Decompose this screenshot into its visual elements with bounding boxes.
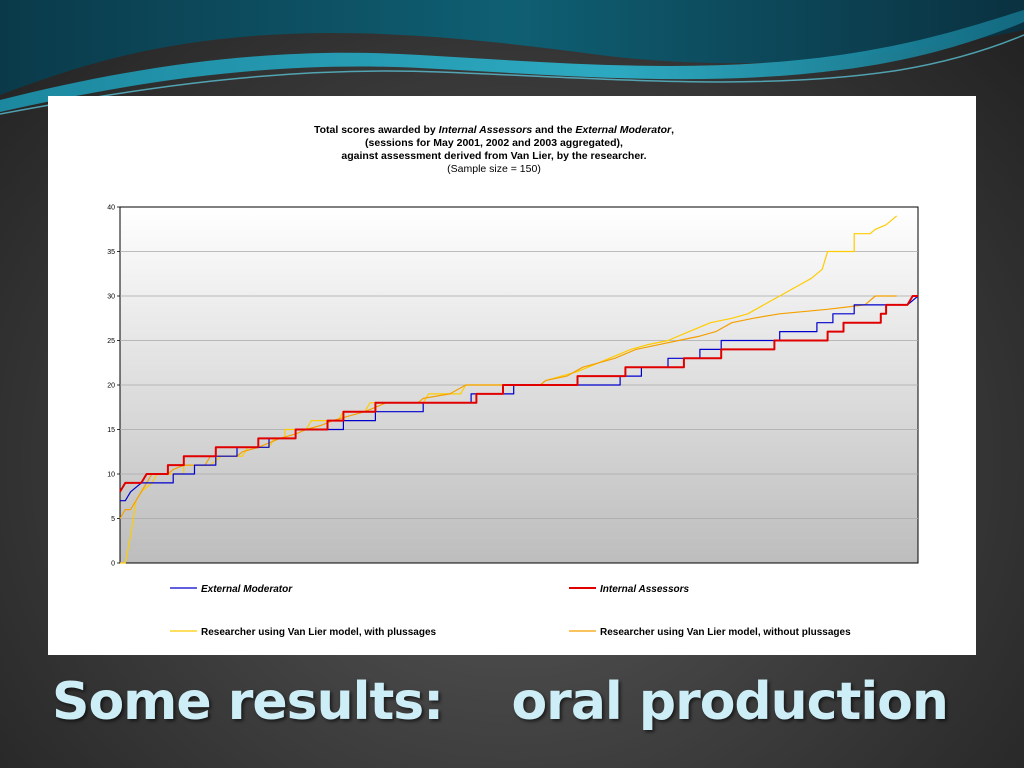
y-axis-ticks: 0 5 10 15 20 25 30 35 40 xyxy=(107,205,120,568)
series-lines xyxy=(119,215,919,564)
y-tick-label: 10 xyxy=(107,472,115,479)
series-line-internal-assessors xyxy=(119,295,918,493)
chart-title: Total scores awarded by Internal Assesso… xyxy=(314,124,674,175)
y-tick-label: 5 xyxy=(111,516,115,523)
y-tick-label: 20 xyxy=(107,383,115,390)
y-tick-label: 25 xyxy=(107,338,115,345)
y-tick-label: 40 xyxy=(107,205,115,212)
series-line-external-moderator xyxy=(120,295,919,502)
y-tick-label: 15 xyxy=(107,427,115,434)
chart-panel: Total scores awarded by Internal Assesso… xyxy=(48,96,976,655)
slide-title: Some results: oral production xyxy=(52,672,949,732)
chart-title-line-1: Total scores awarded by Internal Assesso… xyxy=(314,124,674,136)
header-wave-decoration xyxy=(0,0,1024,115)
y-tick-label: 30 xyxy=(107,294,115,301)
legend-label-external-moderator: External Moderator xyxy=(201,584,293,595)
y-tick-label: 35 xyxy=(107,249,115,256)
legend: External Moderator Internal Assessors Re… xyxy=(170,584,851,638)
line-chart: Total scores awarded by Internal Assesso… xyxy=(107,124,919,638)
chart-title-line-2: (sessions for May 2001, 2002 and 2003 ag… xyxy=(365,137,623,149)
legend-label-without-plussages: Researcher using Van Lier model, without… xyxy=(600,627,851,638)
y-tick-label: 0 xyxy=(111,561,115,568)
legend-label-with-plussages: Researcher using Van Lier model, with pl… xyxy=(201,627,437,638)
legend-label-internal-assessors: Internal Assessors xyxy=(600,584,690,595)
chart-title-line-3: against assessment derived from Van Lier… xyxy=(341,150,646,162)
chart-title-line-4: (Sample size = 150) xyxy=(447,163,541,175)
